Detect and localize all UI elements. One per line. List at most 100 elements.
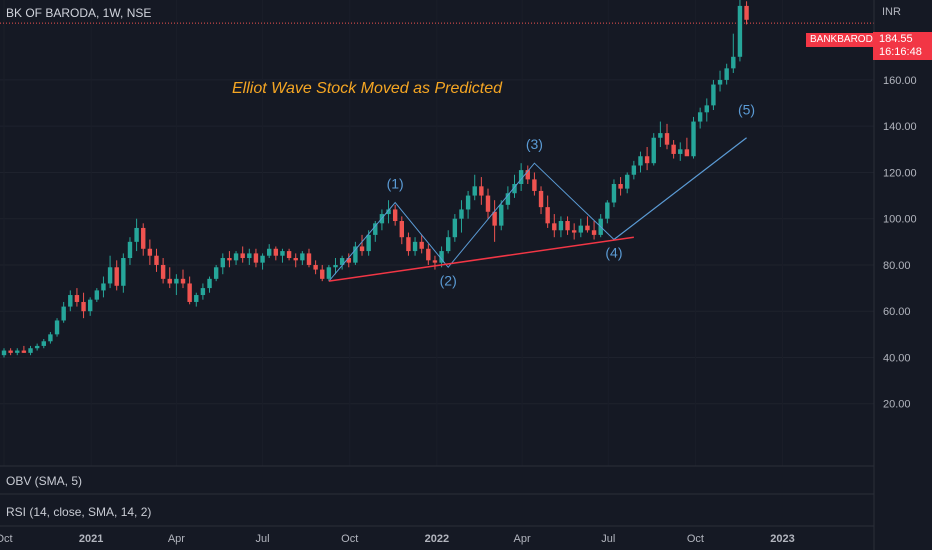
candle-body [499,204,504,226]
candle-body [479,186,484,196]
candle [333,258,338,275]
candle [280,248,285,263]
candle-body [15,350,20,353]
wave-labels: (1) (2) (3) (4) (5) [387,102,756,289]
candle [717,70,723,92]
candle [87,297,93,316]
candle-body [465,195,471,210]
candle [585,216,590,233]
candle-body [558,221,564,231]
candle [293,253,298,268]
candle [552,214,557,238]
candle [744,1,749,25]
candle [611,179,617,208]
candle-body [207,278,212,289]
candle-body [114,267,119,286]
y-tick-label: 120.00 [883,167,917,179]
candle-body [691,121,696,157]
wave-label: (3) [526,136,543,152]
candle-body [717,79,723,85]
chart-grid [0,22,874,24]
candle-body [439,251,444,263]
candle-body [87,299,93,312]
candle [81,292,86,319]
candle-body [545,207,550,224]
candle [664,123,670,150]
candle-body [160,264,166,279]
candlestick-series [1,0,749,358]
candle-body [101,283,106,291]
candle-body [21,350,27,353]
candle-body [320,269,325,279]
candle-body [194,295,199,302]
x-tick-label: Oct [687,533,704,545]
candle [678,142,683,161]
candle [671,140,676,159]
candle [691,116,696,159]
candle [273,246,279,261]
candle [34,343,40,351]
candle-body [452,218,458,238]
rsi-indicator-label[interactable]: RSI (14, close, SMA, 14, 2) [6,505,152,519]
candle-body [48,334,53,342]
candle-body [625,174,630,189]
candle [465,190,471,219]
candle-body [644,156,650,164]
candle [697,107,703,129]
candle [167,267,172,289]
candle [406,232,411,256]
candle-body [187,283,192,302]
x-tick-label: Oct [0,533,13,545]
obv-indicator-label[interactable]: OBV (SMA, 5) [6,474,83,488]
candle [267,244,272,259]
candle [220,253,225,275]
candle-body [41,341,46,346]
candle [532,172,537,196]
candle-body [353,246,358,263]
candle-body [1,350,7,356]
candle [525,165,530,185]
candle-body [505,193,511,205]
candle-body [684,149,690,157]
candle [412,237,418,256]
last-price-tag: 184.55 16:16:48 [873,32,932,60]
support-trendline [328,236,634,282]
candle-body [127,241,133,259]
candle-body [512,184,517,194]
candle [684,137,690,157]
candle [8,348,13,356]
candle [711,79,716,110]
candle-body [154,255,159,265]
candle [21,345,27,353]
candle [180,269,186,289]
candle-body [74,295,80,302]
wave-label: (4) [605,245,622,261]
candle-body [532,179,537,191]
candle [247,248,252,265]
candle [94,288,100,302]
candle [240,246,245,263]
candle-body [658,133,663,138]
candle-body [731,56,736,69]
candle-body [293,258,298,261]
y-tick-label: 140.00 [883,121,917,133]
candle [558,216,564,238]
last-price: 184.55 [879,33,913,45]
candle-body [200,288,206,296]
bar-countdown: 16:16:48 [879,46,922,58]
candle [121,253,126,293]
candle [419,234,424,254]
candle-body [492,211,497,226]
candle-body [419,241,424,249]
candle-body [618,184,623,189]
candle [426,244,431,265]
candle-body [386,209,391,215]
candle [141,223,146,256]
candle-body [678,149,683,154]
candle [591,221,597,240]
candle [439,246,444,268]
candle [731,33,736,73]
candle-body [359,246,365,252]
x-tick-label: Jul [256,533,270,545]
